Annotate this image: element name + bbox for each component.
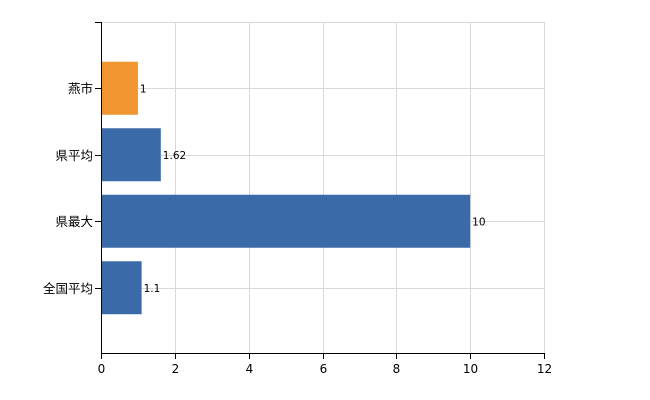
bar-1 bbox=[101, 128, 161, 182]
category-label-1: 県平均 bbox=[55, 148, 93, 163]
x-tick-label-2: 4 bbox=[246, 362, 254, 376]
data-label-0: 1 bbox=[140, 83, 147, 95]
category-label-0: 燕市 bbox=[68, 81, 93, 96]
bar-2 bbox=[101, 194, 471, 248]
data-label-3: 1.1 bbox=[144, 283, 161, 295]
bar-0 bbox=[101, 61, 138, 115]
category-label-2: 県最大 bbox=[55, 214, 93, 229]
bar-3 bbox=[101, 261, 142, 315]
data-label-2: 10 bbox=[472, 216, 485, 228]
data-label-1: 1.62 bbox=[163, 150, 186, 162]
x-tick-label-3: 6 bbox=[320, 362, 328, 376]
x-tick-label-4: 8 bbox=[393, 362, 401, 376]
category-label-3: 全国平均 bbox=[43, 281, 93, 296]
x-tick-label-6: 12 bbox=[537, 362, 552, 376]
x-tick-label-0: 0 bbox=[98, 362, 106, 376]
x-tick-label-1: 2 bbox=[172, 362, 180, 376]
x-tick-label-5: 10 bbox=[463, 362, 478, 376]
